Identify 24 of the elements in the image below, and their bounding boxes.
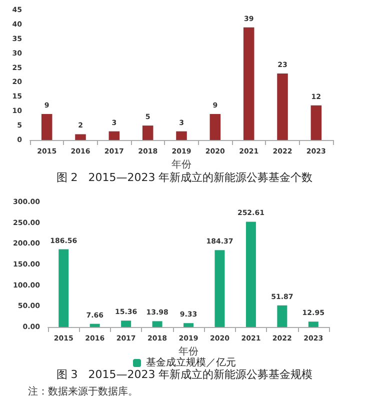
text: 图 2 2015—2023 年新成立的新能源公募基金个数 [56, 171, 313, 184]
x-axis-title: 年份 [178, 346, 198, 358]
bar [152, 321, 162, 327]
bar [58, 249, 69, 327]
x-axis-title: 年份 [172, 158, 192, 170]
bar [246, 222, 256, 327]
bar [41, 114, 52, 140]
bar [210, 114, 221, 140]
bar [142, 126, 154, 140]
bar [108, 131, 120, 140]
legend-label: 基金成立规模／亿元 [146, 356, 236, 368]
bar [277, 305, 288, 327]
text: 注：数据来源于数据库。 [28, 386, 138, 398]
bar [121, 320, 132, 327]
bar [277, 74, 288, 140]
bar [176, 131, 187, 140]
bar [75, 134, 86, 140]
text: 图 3 2015—2023 年新成立的新能源公募基金规模 [56, 368, 313, 381]
bar [214, 250, 225, 327]
bar [308, 322, 318, 327]
bar [90, 324, 100, 327]
bar [243, 27, 254, 140]
bar [310, 105, 322, 140]
bar [184, 323, 194, 327]
